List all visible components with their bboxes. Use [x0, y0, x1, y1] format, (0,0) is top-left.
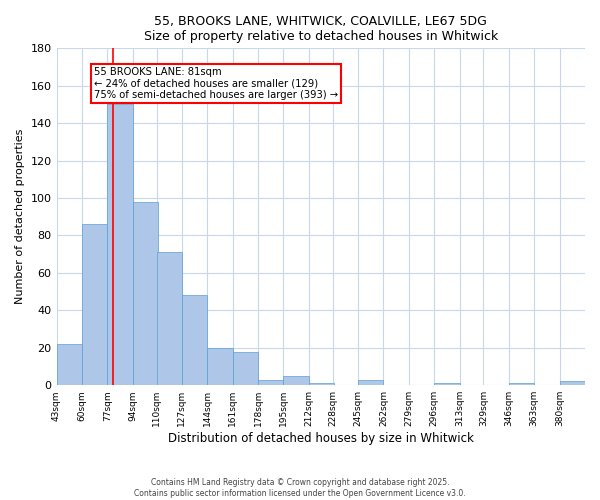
Text: 55 BROOKS LANE: 81sqm
← 24% of detached houses are smaller (129)
75% of semi-det: 55 BROOKS LANE: 81sqm ← 24% of detached … — [94, 67, 338, 100]
Bar — [258, 380, 283, 385]
Bar — [509, 384, 534, 385]
Bar — [283, 376, 309, 385]
Bar — [358, 380, 383, 385]
Bar — [560, 382, 585, 385]
Bar — [107, 104, 133, 385]
Text: Contains HM Land Registry data © Crown copyright and database right 2025.
Contai: Contains HM Land Registry data © Crown c… — [134, 478, 466, 498]
Bar — [133, 202, 158, 385]
Bar — [157, 252, 182, 385]
X-axis label: Distribution of detached houses by size in Whitwick: Distribution of detached houses by size … — [168, 432, 474, 445]
Title: 55, BROOKS LANE, WHITWICK, COALVILLE, LE67 5DG
Size of property relative to deta: 55, BROOKS LANE, WHITWICK, COALVILLE, LE… — [143, 15, 498, 43]
Bar — [56, 344, 82, 385]
Bar — [434, 384, 460, 385]
Y-axis label: Number of detached properties: Number of detached properties — [15, 129, 25, 304]
Bar — [233, 352, 258, 385]
Bar — [309, 384, 334, 385]
Bar — [182, 296, 208, 385]
Bar — [82, 224, 107, 385]
Bar — [208, 348, 233, 385]
